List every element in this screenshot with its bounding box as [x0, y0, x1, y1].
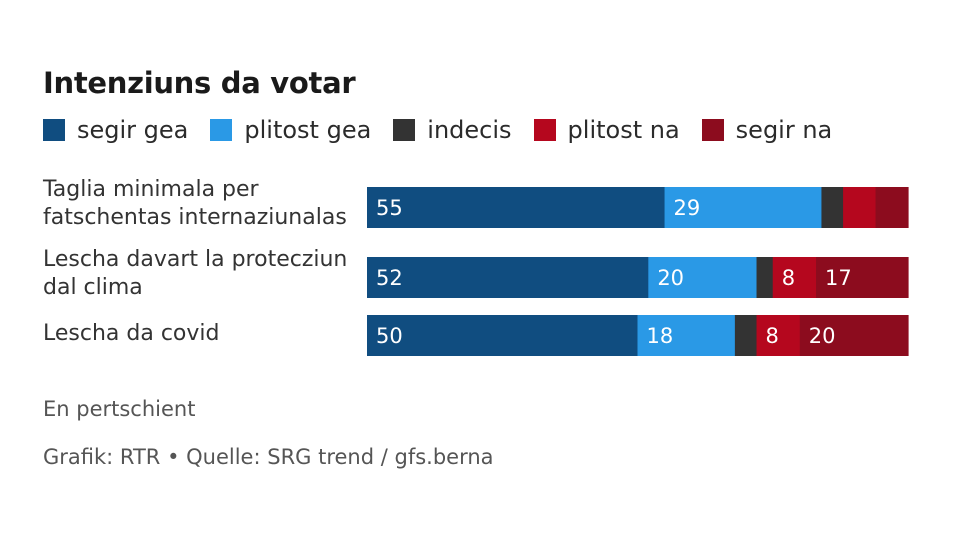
legend-swatch-indecis: [393, 119, 416, 141]
legend-item-segir-gea: segir gea: [43, 116, 188, 144]
legend-item-plitost-na: plitost na: [533, 116, 680, 144]
legend-label-plitost-na: plitost na: [567, 116, 680, 144]
legend-item-segir-na: segir na: [701, 116, 833, 144]
category-label-2-line-2: dal clima: [43, 275, 143, 300]
legend-label-segir-gea: segir gea: [77, 116, 189, 144]
bar-1-segir-na: [875, 187, 909, 228]
bar-3-segir-na: [799, 315, 909, 356]
unit-note: En pertschient: [43, 397, 196, 421]
bar-3-indecis: [734, 315, 758, 356]
bar-label-1-segir-gea: 55: [376, 196, 403, 220]
bar-2-segir-na: [816, 257, 909, 298]
bar-1-indecis: [821, 187, 844, 228]
legend-item-indecis: indecis: [393, 116, 512, 144]
bar-2-segir-gea: [367, 257, 649, 298]
legend-label-segir-na: segir na: [735, 116, 833, 144]
bar-label-1-plitost-gea: 29: [674, 196, 701, 220]
legend-swatch-plitost-gea: [210, 119, 233, 141]
legend: segir gea plitost gea indecis plitost na…: [43, 116, 854, 144]
bar-2-indecis: [756, 257, 774, 298]
category-label-2: Lescha davart la protecziun dal clima: [43, 246, 358, 302]
category-label-1: Taglia minimala per fatschentas internaz…: [43, 176, 358, 232]
bar-1-plitost-gea: [664, 187, 823, 228]
legend-swatch-segir-gea: [43, 119, 65, 141]
chart-title: Intenziuns da votar: [43, 66, 356, 100]
bar-1-plitost-na: [843, 187, 877, 228]
bar-1-segir-gea: [367, 187, 666, 228]
bar-label-2-segir-gea: 52: [376, 266, 403, 290]
bar-3-plitost-na: [756, 315, 801, 356]
category-label-3: Lescha da covid: [43, 320, 358, 348]
bar-label-3-plitost-gea: 18: [647, 324, 674, 348]
bar-label-3-segir-gea: 50: [376, 324, 403, 348]
bar-3-plitost-gea: [637, 315, 736, 356]
bar-label-3-plitost-na: 8: [766, 324, 779, 348]
bar-label-3-segir-na: 20: [809, 324, 836, 348]
legend-item-plitost-gea: plitost gea: [210, 116, 371, 144]
category-label-1-line-2: fatschentas internaziunalas: [43, 205, 347, 230]
bar-label-2-plitost-gea: 20: [657, 266, 684, 290]
legend-label-plitost-gea: plitost gea: [244, 116, 372, 144]
legend-swatch-segir-na: [701, 119, 724, 141]
bar-2-plitost-na: [772, 257, 817, 298]
bar-label-2-plitost-na: 8: [782, 266, 795, 290]
category-label-2-line-1: Lescha davart la protecziun: [43, 247, 348, 272]
category-label-3-line-1: Lescha da covid: [43, 321, 220, 346]
legend-swatch-plitost-na: [533, 119, 556, 141]
bar-2-plitost-gea: [648, 257, 758, 298]
source-credit: Grafik: RTR • Quelle: SRG trend / gfs.be…: [43, 445, 494, 469]
bar-3-segir-gea: [367, 315, 639, 356]
legend-label-indecis: indecis: [427, 116, 512, 144]
category-label-1-line-1: Taglia minimala per: [43, 177, 259, 202]
bar-label-2-segir-na: 17: [825, 266, 852, 290]
